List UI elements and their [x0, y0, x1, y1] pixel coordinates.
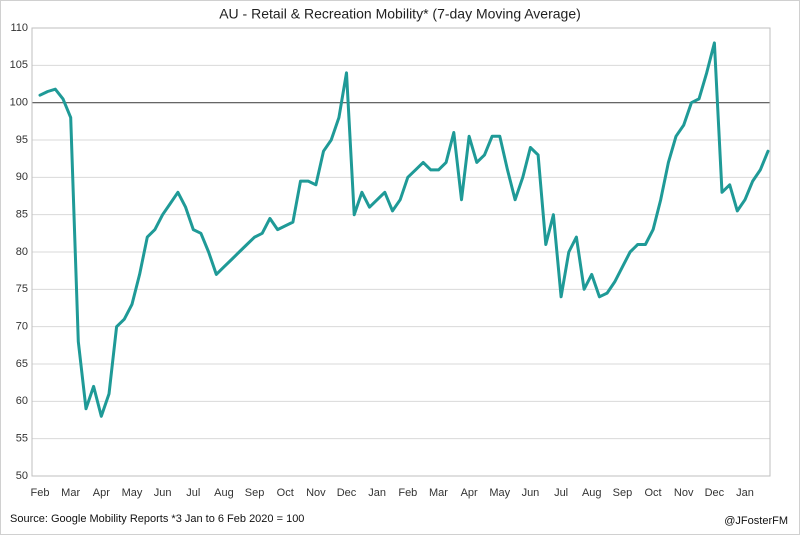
source-note: Source: Google Mobility Reports *3 Jan t… — [10, 513, 304, 525]
x-tick-label: Dec — [337, 487, 357, 499]
x-tick-label: Mar — [429, 487, 448, 499]
x-tick-label: Jan — [736, 487, 754, 499]
x-tick-label: Feb — [398, 487, 417, 499]
x-tick-label: May — [489, 487, 510, 499]
x-tick-label: Aug — [582, 487, 602, 499]
x-tick-label: Nov — [306, 487, 326, 499]
x-tick-label: Sep — [613, 487, 633, 499]
y-tick-label: 75 — [16, 283, 28, 295]
x-tick-label: Feb — [31, 487, 50, 499]
x-tick-label: May — [122, 487, 143, 499]
x-tick-label: Mar — [61, 487, 80, 499]
x-tick-label: Jul — [554, 487, 568, 499]
x-tick-label: Apr — [461, 487, 478, 499]
x-tick-label: Sep — [245, 487, 265, 499]
x-tick-label: Jan — [368, 487, 386, 499]
y-tick-label: 60 — [16, 395, 28, 407]
x-tick-label: Dec — [705, 487, 725, 499]
x-tick-label: Aug — [214, 487, 234, 499]
x-tick-label: Jun — [522, 487, 540, 499]
y-tick-label: 70 — [16, 321, 28, 333]
y-tick-label: 95 — [16, 134, 28, 146]
y-tick-label: 85 — [16, 209, 28, 221]
x-tick-label: Oct — [277, 487, 294, 499]
y-tick-label: 50 — [16, 470, 28, 482]
y-tick-label: 105 — [10, 59, 28, 71]
plot-border — [31, 27, 771, 477]
x-tick-label: Apr — [93, 487, 110, 499]
y-tick-label: 100 — [10, 97, 28, 109]
y-tick-label: 80 — [16, 246, 28, 258]
chart-title: AU - Retail & Recreation Mobility* (7-da… — [219, 6, 581, 22]
x-tick-label: Oct — [644, 487, 661, 499]
x-tick-label: Nov — [674, 487, 694, 499]
data-line — [38, 41, 770, 418]
y-tick-label: 65 — [16, 358, 28, 370]
y-tick-label: 55 — [16, 433, 28, 445]
credit: @JFosterFM — [724, 515, 788, 527]
y-tick-label: 90 — [16, 171, 28, 183]
x-tick-label: Jun — [154, 487, 172, 499]
x-tick-label: Jul — [186, 487, 200, 499]
y-tick-label: 110 — [10, 22, 28, 34]
